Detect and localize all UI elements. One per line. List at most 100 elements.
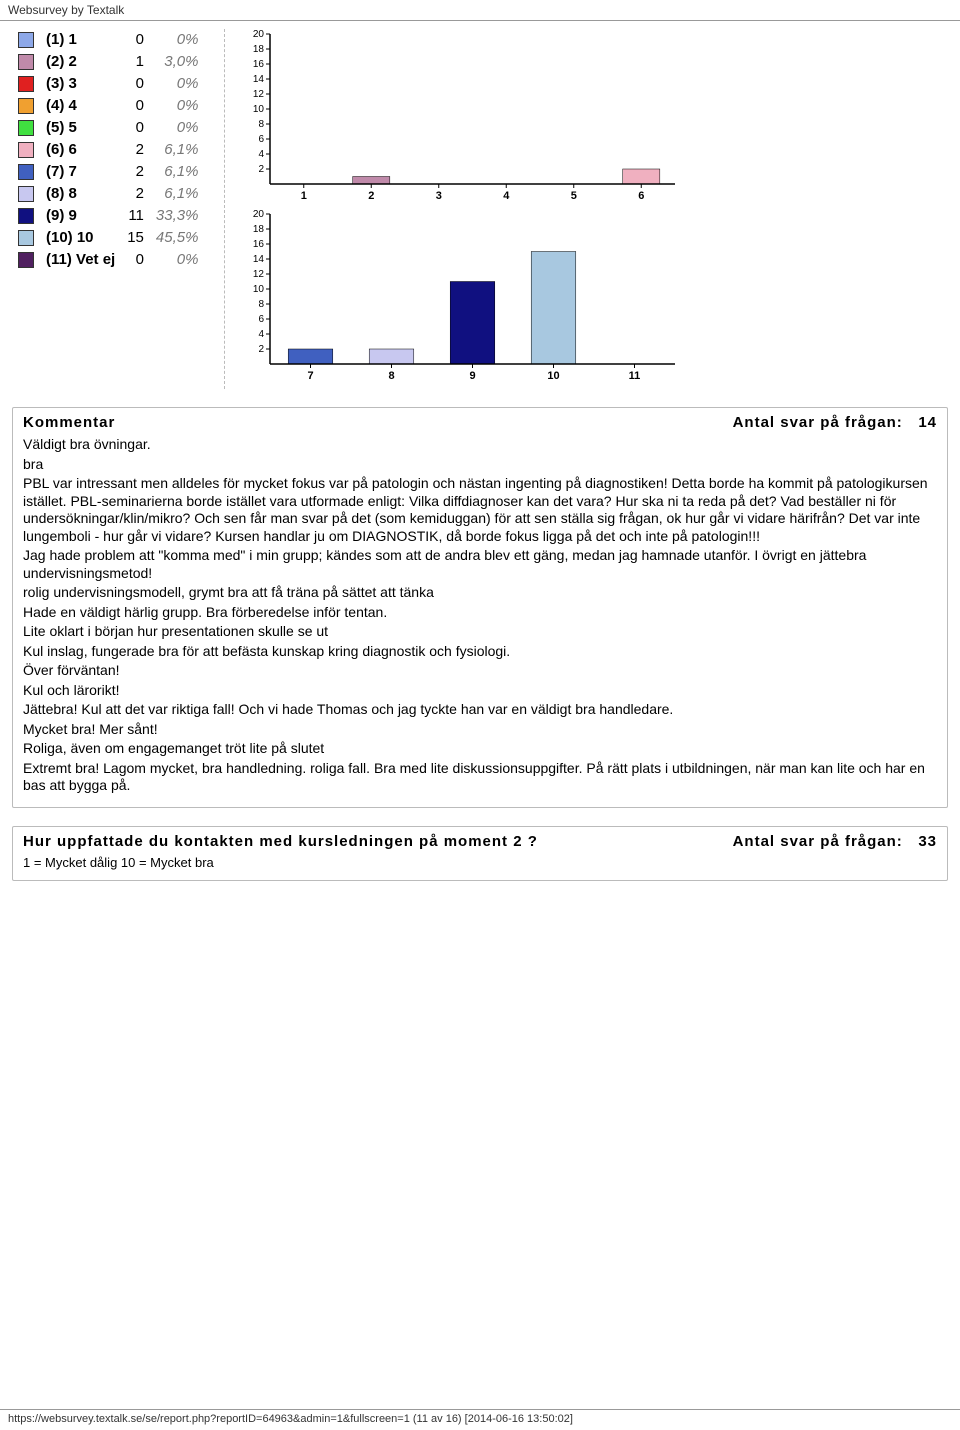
- legend-label: (5) 5: [40, 117, 121, 139]
- svg-text:20: 20: [253, 29, 265, 40]
- svg-text:10: 10: [548, 370, 560, 382]
- question-box: Hur uppfattade du kontakten med kursledn…: [12, 826, 948, 882]
- legend-count: 1: [121, 51, 150, 73]
- kommentar-title: Kommentar: [23, 414, 115, 432]
- svg-text:18: 18: [253, 224, 265, 235]
- legend-pct: 0%: [150, 73, 205, 95]
- color-swatch: [18, 208, 34, 224]
- legend-pct: 3,0%: [150, 51, 205, 73]
- question-header: Hur uppfattade du kontakten med kursledn…: [23, 833, 937, 851]
- answers-label: Antal svar på frågan:: [733, 414, 903, 431]
- legend-label: (1) 1: [40, 29, 121, 51]
- legend-row: (4) 400%: [12, 95, 204, 117]
- legend-count: 0: [121, 95, 150, 117]
- svg-text:4: 4: [504, 190, 511, 202]
- legend-pct: 0%: [150, 95, 205, 117]
- legend-label: (4) 4: [40, 95, 121, 117]
- color-swatch: [18, 230, 34, 246]
- comment-line: Hade en väldigt härlig grupp. Bra förber…: [23, 604, 937, 622]
- legend-pct: 45,5%: [150, 227, 205, 249]
- comment-line: Extremt bra! Lagom mycket, bra handledni…: [23, 760, 937, 795]
- kommentar-header: Kommentar Antal svar på frågan: 14: [23, 414, 937, 432]
- svg-text:16: 16: [253, 239, 265, 250]
- svg-text:4: 4: [259, 149, 265, 160]
- svg-text:14: 14: [253, 74, 265, 85]
- color-swatch: [18, 32, 34, 48]
- legend-label: (7) 7: [40, 161, 121, 183]
- legend-count: 2: [121, 183, 150, 205]
- comment-line: Lite oklart i början hur presentationen …: [23, 623, 937, 641]
- svg-text:5: 5: [571, 190, 577, 202]
- color-swatch: [18, 252, 34, 268]
- color-swatch: [18, 120, 34, 136]
- comment-line: rolig undervisningsmodell, grymt bra att…: [23, 584, 937, 602]
- legend-count: 0: [121, 29, 150, 51]
- svg-text:12: 12: [253, 269, 265, 280]
- question-answers: Antal svar på frågan: 33: [733, 833, 937, 851]
- svg-text:8: 8: [389, 370, 395, 382]
- page-header: Websurvey by Textalk: [0, 0, 960, 21]
- legend-label: (9) 9: [40, 205, 121, 227]
- legend-pct: 0%: [150, 117, 205, 139]
- legend-pct: 6,1%: [150, 183, 205, 205]
- svg-text:14: 14: [253, 254, 265, 265]
- svg-text:2: 2: [259, 164, 265, 175]
- legend-label: (10) 10: [40, 227, 121, 249]
- svg-text:6: 6: [259, 134, 265, 145]
- svg-text:9: 9: [470, 370, 476, 382]
- comment-line: bra: [23, 456, 937, 474]
- legend-pct: 0%: [150, 249, 205, 271]
- svg-text:20: 20: [253, 209, 265, 220]
- svg-text:16: 16: [253, 59, 265, 70]
- legend-row: (1) 100%: [12, 29, 204, 51]
- svg-text:10: 10: [253, 104, 265, 115]
- legend-pct: 33,3%: [150, 205, 205, 227]
- svg-text:4: 4: [259, 329, 265, 340]
- legend-count: 2: [121, 139, 150, 161]
- legend-pct: 6,1%: [150, 161, 205, 183]
- legend-label: (3) 3: [40, 73, 121, 95]
- legend-count: 2: [121, 161, 150, 183]
- legend-row: (9) 91133,3%: [12, 205, 204, 227]
- svg-text:6: 6: [259, 314, 265, 325]
- color-swatch: [18, 98, 34, 114]
- answers-count: 33: [918, 833, 937, 850]
- top-section: (1) 100%(2) 213,0%(3) 300%(4) 400%(5) 50…: [12, 29, 948, 389]
- answers-count: 14: [918, 414, 937, 431]
- svg-text:12: 12: [253, 89, 265, 100]
- legend-row: (10) 101545,5%: [12, 227, 204, 249]
- comment-line: Jättebra! Kul att det var riktiga fall! …: [23, 701, 937, 719]
- comment-line: Jag hade problem att "komma med" i min g…: [23, 547, 937, 582]
- legend-row: (11) Vet ej00%: [12, 249, 204, 271]
- legend-row: (2) 213,0%: [12, 51, 204, 73]
- color-swatch: [18, 186, 34, 202]
- question-title: Hur uppfattade du kontakten med kursledn…: [23, 833, 538, 851]
- legend-label: (8) 8: [40, 183, 121, 205]
- svg-text:10: 10: [253, 284, 265, 295]
- svg-text:8: 8: [259, 119, 265, 130]
- legend-count: 15: [121, 227, 150, 249]
- comment-line: Över förväntan!: [23, 662, 937, 680]
- legend-row: (3) 300%: [12, 73, 204, 95]
- legend-label: (6) 6: [40, 139, 121, 161]
- kommentar-box: Kommentar Antal svar på frågan: 14 Väldi…: [12, 407, 948, 808]
- svg-text:6: 6: [639, 190, 645, 202]
- color-swatch: [18, 76, 34, 92]
- legend-row: (8) 826,1%: [12, 183, 204, 205]
- svg-text:7: 7: [308, 370, 314, 382]
- legend-label: (2) 2: [40, 51, 121, 73]
- legend-row: (7) 726,1%: [12, 161, 204, 183]
- comment-line: Väldigt bra övningar.: [23, 436, 937, 454]
- bar-chart-1: 2468101214161820123456: [240, 29, 680, 204]
- legend-row: (5) 500%: [12, 117, 204, 139]
- legend-table: (1) 100%(2) 213,0%(3) 300%(4) 400%(5) 50…: [12, 29, 204, 271]
- comment-line: Mycket bra! Mer sånt!: [23, 721, 937, 739]
- legend-pct: 0%: [150, 29, 205, 51]
- legend-count: 0: [121, 249, 150, 271]
- svg-text:2: 2: [259, 344, 265, 355]
- comment-line: Kul inslag, fungerade bra för att befäst…: [23, 643, 937, 661]
- svg-text:3: 3: [436, 190, 442, 202]
- charts-column: 2468101214161820123456 24681012141618207…: [224, 29, 680, 389]
- comment-line: PBL var intressant men alldeles för myck…: [23, 475, 937, 545]
- legend-row: (6) 626,1%: [12, 139, 204, 161]
